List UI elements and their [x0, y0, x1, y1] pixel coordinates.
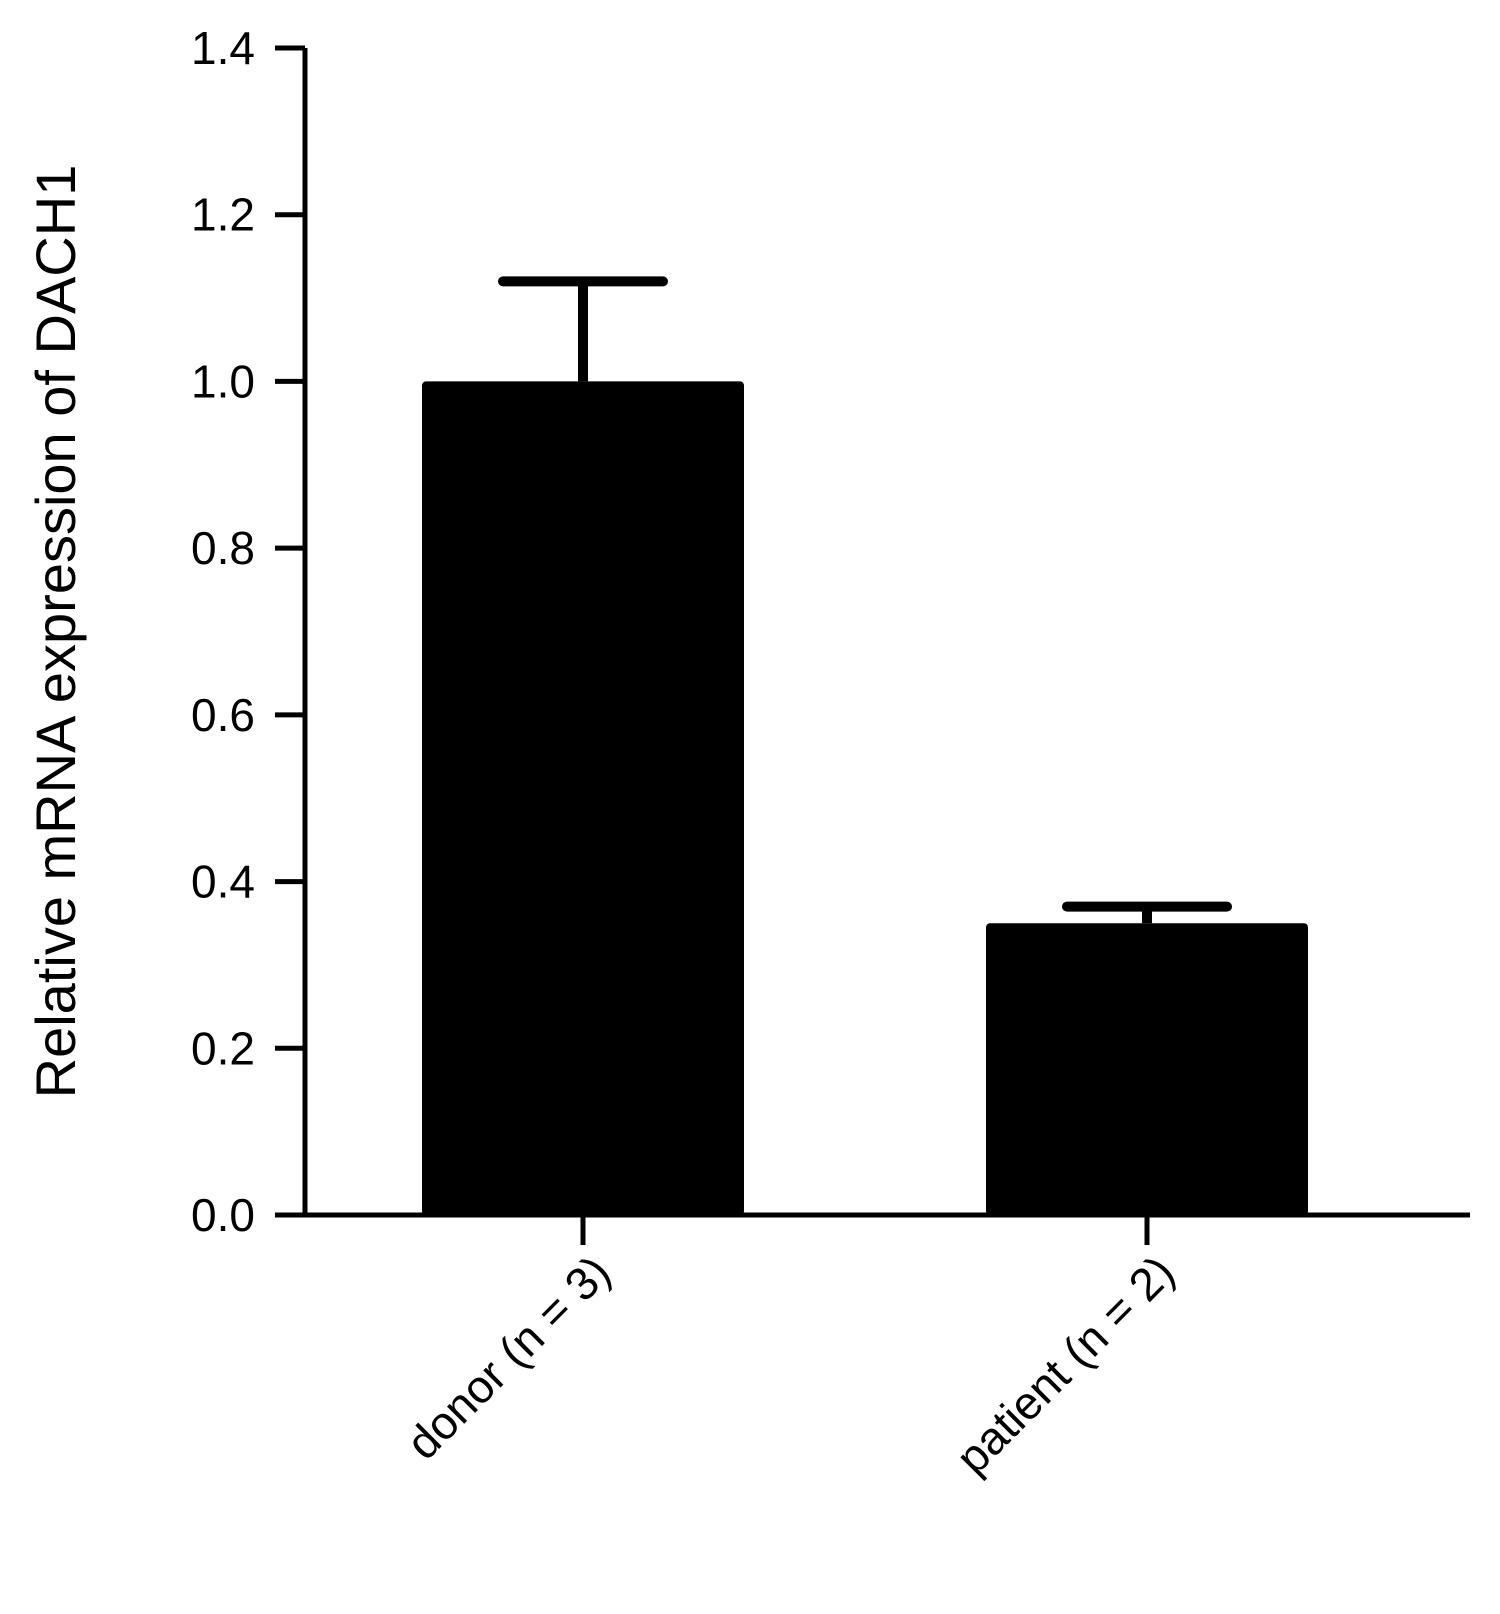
y-tick-label: 0.6	[191, 689, 255, 741]
bars-group	[422, 381, 1308, 1215]
x-category-label: donor (n = 3)	[396, 1245, 620, 1469]
y-tick-label: 1.4	[191, 22, 255, 74]
y-ticks-group: 0.0 0.2 0.4 0.6 0.8 1.0 1.2 1.4	[191, 22, 305, 1241]
y-tick-label: 0.8	[191, 522, 255, 574]
bar-patient	[986, 923, 1308, 1215]
y-tick-label: 1.2	[191, 189, 255, 241]
y-tick-label: 0.0	[191, 1189, 255, 1241]
bar-donor	[422, 381, 744, 1215]
axes-group	[275, 48, 1470, 1218]
error-bars-group	[498, 276, 1232, 924]
y-tick-label: 1.0	[191, 355, 255, 407]
x-ticks-group: donor (n = 3) patient (n = 2)	[396, 1215, 1184, 1484]
x-category-label: patient (n = 2)	[946, 1245, 1184, 1483]
y-tick-label: 0.4	[191, 856, 255, 908]
y-axis-title: Relative mRNA expression of DACH1	[24, 165, 87, 1099]
y-tick-label: 0.2	[191, 1022, 255, 1074]
